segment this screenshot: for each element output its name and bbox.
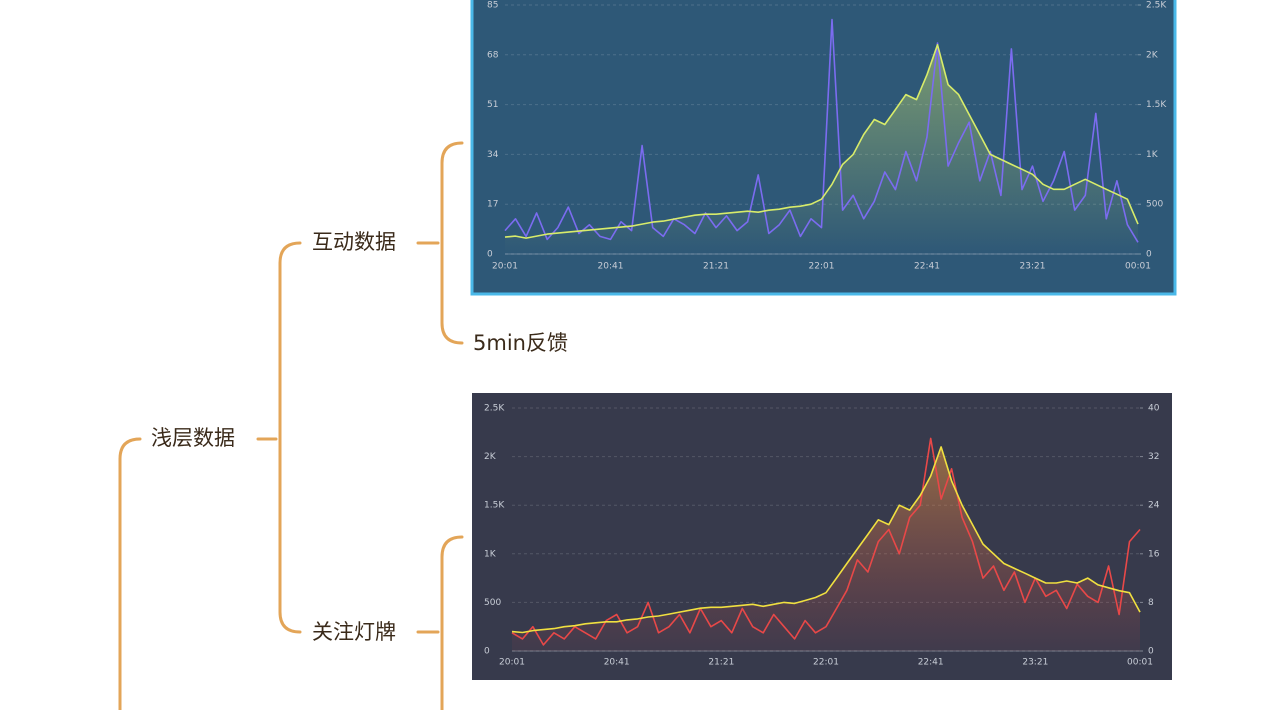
node-label: 浅层数据: [151, 426, 235, 450]
y-tick-label: 0: [487, 250, 493, 260]
y2-tick-label: 0: [1148, 647, 1154, 657]
y2-tick-label: 1.5K: [1146, 100, 1167, 110]
line: [511, 446, 1141, 634]
x-tick-label: 22:01: [809, 262, 835, 272]
node-label: 关注灯牌: [312, 620, 396, 644]
y2-tick-label: 24: [1148, 501, 1160, 511]
y-tick-label: 34: [487, 150, 499, 160]
x-tick-label: 00:01: [1125, 262, 1151, 272]
y-tick-label: 51: [487, 100, 498, 110]
line: [504, 44, 1139, 239]
bracket: [440, 141, 464, 345]
x-tick-label: 20:41: [598, 262, 624, 272]
x-tick-label: 23:21: [1022, 658, 1048, 668]
y-tick-label: 2.5K: [484, 404, 505, 414]
line: [504, 18, 1139, 243]
x-tick-label: 20:01: [492, 262, 518, 272]
y-tick-label: 0: [484, 647, 490, 657]
x-tick-label: 21:21: [703, 262, 729, 272]
x-tick-label: 23:21: [1020, 262, 1046, 272]
bracket: [440, 535, 464, 710]
y2-tick-label: 1K: [1146, 150, 1159, 160]
node-label: 互动数据: [312, 230, 396, 254]
x-tick-label: 21:21: [708, 658, 734, 668]
y2-tick-label: 2K: [1146, 50, 1159, 60]
x-tick-label: 22:01: [813, 658, 839, 668]
x-tick-label: 22:41: [914, 262, 940, 272]
y-tick-label: 500: [484, 598, 501, 608]
y2-tick-label: 32: [1148, 452, 1159, 462]
y2-tick-label: 500: [1146, 200, 1163, 210]
area: [512, 446, 1140, 651]
y2-tick-label: 8: [1148, 598, 1154, 608]
bracket: [118, 437, 142, 710]
y-tick-label: 1.5K: [484, 501, 505, 511]
x-tick-label: 20:41: [604, 658, 630, 668]
y-tick-label: 17: [487, 200, 498, 210]
x-tick-label: 22:41: [918, 658, 944, 668]
y-tick-label: 1K: [484, 549, 497, 559]
y2-tick-label: 16: [1148, 549, 1160, 559]
y-tick-label: 68: [487, 50, 499, 60]
bracket: [278, 241, 302, 634]
area: [505, 44, 1138, 254]
x-tick-label: 00:01: [1127, 658, 1153, 668]
x-tick-label: 20:01: [499, 658, 525, 668]
y-tick-label: 85: [487, 1, 498, 11]
y2-tick-label: 2.5K: [1146, 1, 1167, 11]
y2-tick-label: 0: [1146, 250, 1152, 260]
y-tick-label: 2K: [484, 452, 497, 462]
node-label: 5min反馈: [473, 331, 568, 355]
y2-tick-label: 40: [1148, 404, 1160, 414]
